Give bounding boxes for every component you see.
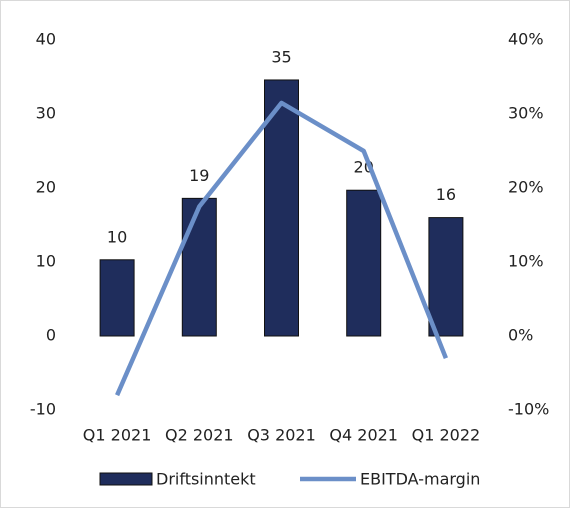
x-tick-label: Q2 2021 xyxy=(165,426,234,445)
y-tick-label: 40 xyxy=(36,30,56,49)
y2-tick-label: 30% xyxy=(508,104,544,123)
legend-label: Driftsinntekt xyxy=(156,470,256,489)
y2-tick-label: -10% xyxy=(508,400,549,419)
line xyxy=(115,100,448,397)
data-label: 35 xyxy=(271,47,291,66)
y2-tick-label: 10% xyxy=(508,252,544,271)
data-label: 10 xyxy=(107,227,127,246)
x-tick-label: Q1 2021 xyxy=(83,426,152,445)
data-label: 16 xyxy=(436,185,456,204)
bar xyxy=(264,79,299,337)
legend-label: EBITDA-margin xyxy=(360,470,480,489)
x-tick-label: Q4 2021 xyxy=(329,426,398,445)
y-tick-label: 20 xyxy=(36,178,56,197)
y2-tick-label: 0% xyxy=(508,326,533,345)
y-tick-label: 30 xyxy=(36,104,56,123)
x-tick-label: Q1 2022 xyxy=(412,426,481,445)
y2-tick-label: 20% xyxy=(508,178,544,197)
data-label: 19 xyxy=(189,166,209,185)
legend-swatch xyxy=(99,472,153,486)
y-tick-label: 10 xyxy=(36,252,56,271)
y-tick-label: -10 xyxy=(30,400,56,419)
bar xyxy=(346,189,382,337)
y-tick-label: 0 xyxy=(46,326,56,345)
bar xyxy=(99,259,135,337)
bar xyxy=(181,197,217,337)
bar xyxy=(428,217,464,337)
x-tick-label: Q3 2021 xyxy=(247,426,316,445)
y2-tick-label: 40% xyxy=(508,30,544,49)
